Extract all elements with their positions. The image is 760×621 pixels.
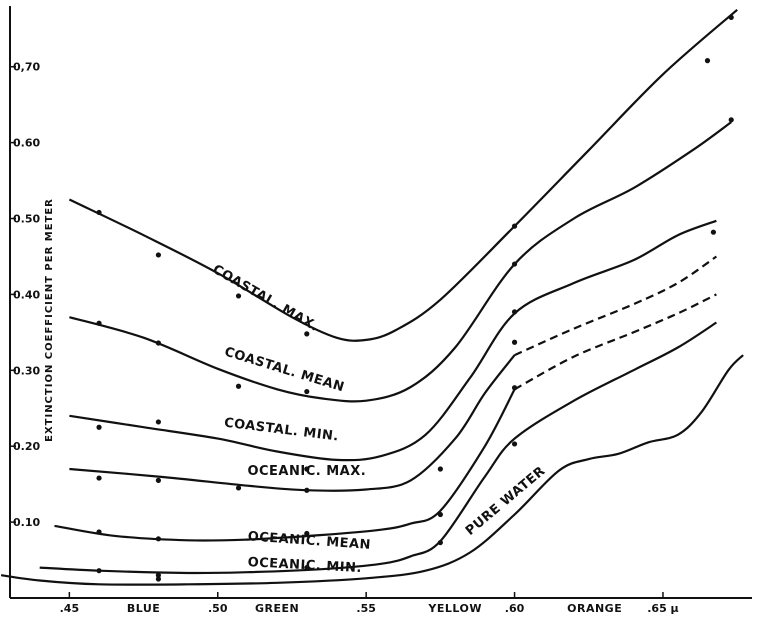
color-band-labels: BLUE GREEN YELLOW ORANGE bbox=[127, 602, 622, 615]
series-label-oceanic-max: OCEANIC. MAX. bbox=[247, 464, 366, 479]
data-point-coastal-min bbox=[155, 419, 161, 425]
data-point-coastal-mean bbox=[511, 261, 518, 267]
data-point-coastal-max bbox=[704, 58, 711, 64]
y-tick-label: 0.30 bbox=[13, 364, 40, 377]
y-tick-label: 0,70 bbox=[13, 61, 40, 74]
series-label-coastal-min: COASTAL. MIN. bbox=[223, 416, 339, 445]
color-band-label: ORANGE bbox=[567, 602, 622, 615]
series-label-oceanic-min: OCEANIC. MIN. bbox=[247, 555, 362, 576]
data-point-oceanic-mean bbox=[304, 530, 310, 537]
data-point-coastal-mean bbox=[728, 117, 734, 123]
data-point-coastal-max bbox=[235, 293, 242, 299]
data-point-oceanic-mean bbox=[511, 385, 518, 391]
data-point-coastal-mean bbox=[235, 383, 242, 389]
data-point-coastal-min bbox=[511, 309, 518, 315]
color-band-label: GREEN bbox=[255, 602, 299, 615]
data-point-oceanic-min bbox=[96, 568, 102, 574]
curve-coastal-min bbox=[69, 219, 717, 462]
x-axis-ticks: .45 .50 .55 .60 .65 μ bbox=[60, 592, 679, 615]
curve-oceanic-mean bbox=[54, 388, 516, 542]
data-point-coastal-mean bbox=[96, 320, 102, 326]
curve-coastal-max bbox=[68, 8, 738, 342]
data-point-coastal-mean bbox=[304, 388, 310, 395]
data-point-oceanic-max bbox=[155, 477, 161, 483]
data-point-coastal-max bbox=[96, 209, 102, 216]
data-point-oceanic-mean bbox=[96, 529, 102, 535]
y-tick-label: 0.20 bbox=[13, 440, 40, 453]
y-axis-label: EXTINCTION COEFFICIENT PER METER bbox=[44, 198, 55, 442]
series-label-coastal-max: COASTAL. MAX. bbox=[210, 262, 321, 335]
data-point-oceanic-min bbox=[437, 539, 443, 546]
y-tick-label: 0.60 bbox=[13, 137, 40, 150]
x-tick-label: .65 μ bbox=[647, 602, 678, 615]
y-axis-ticks: 0.10 0.20 0.30 0.40 0.50 0.60 0,70 bbox=[10, 61, 40, 529]
data-point-coastal-mean bbox=[155, 340, 161, 346]
curve-oceanic-mean-dashed bbox=[514, 293, 717, 391]
x-tick-label: .50 bbox=[208, 602, 228, 615]
data-point-oceanic-min bbox=[155, 572, 161, 578]
series-label-coastal-mean: COASTAL. MEAN bbox=[223, 345, 347, 396]
color-band-label: YELLOW bbox=[427, 602, 482, 615]
data-point-pure-water bbox=[155, 576, 161, 582]
data-point-coastal-min bbox=[710, 229, 717, 235]
color-band-label: BLUE bbox=[127, 602, 160, 615]
data-point-coastal-min bbox=[96, 424, 102, 430]
curve-oceanic-min bbox=[39, 321, 718, 575]
data-point-coastal-max bbox=[511, 223, 518, 229]
y-tick-label: 0.40 bbox=[13, 288, 40, 301]
data-points bbox=[96, 14, 734, 582]
x-tick-label: .60 bbox=[505, 602, 525, 615]
data-point-oceanic-mean bbox=[155, 536, 161, 542]
curve-coastal-mean bbox=[69, 121, 732, 403]
data-point-coastal-max bbox=[155, 252, 161, 258]
data-point-oceanic-max bbox=[96, 475, 102, 481]
curve-oceanic-max bbox=[69, 354, 516, 492]
y-tick-label: 0.10 bbox=[13, 516, 40, 529]
data-point-coastal-max bbox=[304, 331, 310, 337]
data-point-oceanic-max bbox=[437, 466, 443, 472]
data-point-oceanic-max bbox=[511, 339, 518, 345]
series-curves bbox=[0, 8, 744, 586]
x-tick-label: .45 bbox=[60, 602, 80, 615]
series-label-pure-water: PURE WATER bbox=[463, 464, 549, 539]
data-point-oceanic-max bbox=[235, 485, 242, 491]
data-point-oceanic-max bbox=[304, 487, 310, 493]
x-tick-label: .55 bbox=[356, 602, 376, 615]
y-tick-label: 0.50 bbox=[13, 213, 40, 226]
curve-oceanic-max-dashed bbox=[514, 255, 718, 357]
axes bbox=[9, 6, 752, 599]
data-point-coastal-max bbox=[728, 14, 734, 20]
curve-pure-water bbox=[0, 354, 744, 586]
data-point-oceanic-mean bbox=[437, 511, 443, 518]
data-point-oceanic-min bbox=[511, 441, 518, 447]
data-point-coastal-min bbox=[304, 466, 310, 472]
data-point-oceanic-min bbox=[304, 565, 310, 571]
